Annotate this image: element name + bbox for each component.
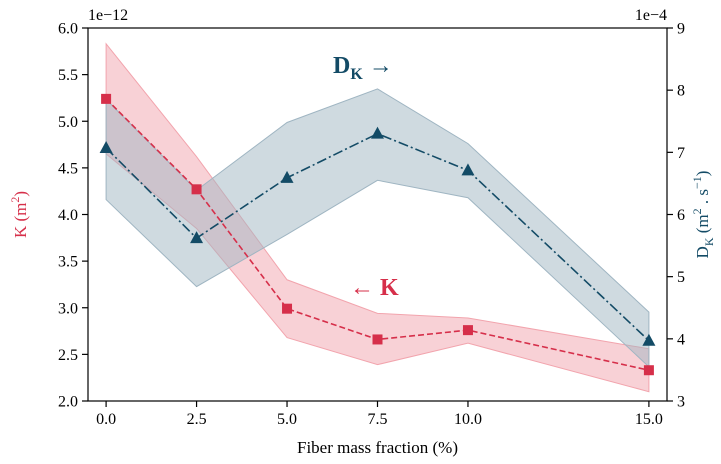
series-1-point-2 — [280, 170, 294, 183]
left-y-tick-label-4: 4.0 — [58, 207, 78, 224]
left-axis-offset-text: 1e−12 — [88, 7, 128, 24]
left-y-tick-label-2: 3.0 — [58, 300, 78, 317]
right-y-tick-label-5: 8 — [677, 83, 685, 100]
x-tick-label-0: 0.0 — [96, 411, 116, 428]
series-1-point-1 — [190, 231, 204, 244]
series-lines — [105, 98, 650, 372]
right-y-tick-label-1: 4 — [677, 331, 685, 348]
series-0-line — [105, 98, 650, 372]
left-y-axis: 2.0 2.5 3.0 3.5 4.0 4.5 5.0 5.5 6.0 — [58, 21, 88, 411]
series-0-point-4 — [462, 325, 473, 336]
left-axis-title: K (m2) — [8, 191, 30, 238]
series-1-point-0 — [99, 140, 113, 153]
left-y-tick-label-5: 4.5 — [58, 160, 78, 177]
x-axis: 0.0 2.5 5.0 7.5 10.0 15.0 — [96, 401, 663, 428]
series-1-line — [105, 132, 650, 342]
right-y-tick-label-6: 9 — [677, 21, 685, 38]
left-y-tick-label-0: 2.0 — [58, 394, 78, 411]
series-0-point-2 — [282, 303, 293, 314]
series-markers — [99, 93, 656, 376]
left-y-tick-label-7: 5.5 — [58, 67, 78, 84]
k-annotation: ← K — [350, 275, 399, 301]
series-0-point-5 — [643, 365, 654, 376]
confidence-bands — [105, 42, 650, 393]
left-y-tick-label-8: 6.0 — [58, 21, 78, 38]
left-y-tick-label-1: 2.5 — [58, 347, 78, 364]
right-axis-offset-text: 1e−4 — [635, 7, 667, 24]
series-0-point-3 — [372, 334, 383, 345]
left-y-tick-label-3: 3.5 — [58, 254, 78, 271]
x-tick-label-1: 2.5 — [187, 411, 207, 428]
right-y-tick-label-3: 6 — [677, 207, 685, 224]
x-tick-label-5: 15.0 — [635, 411, 663, 428]
x-tick-label-2: 5.0 — [277, 411, 297, 428]
series-0-point-0 — [101, 93, 112, 104]
series-1-point-3 — [371, 126, 384, 139]
x-tick-label-4: 10.0 — [454, 411, 482, 428]
right-axis-title: DK (m2 . s−1) — [690, 171, 716, 259]
right-y-axis: 3 4 5 6 7 8 9 — [667, 21, 685, 411]
right-y-tick-label-4: 7 — [677, 145, 685, 162]
series-0-point-1 — [191, 184, 202, 195]
right-y-tick-label-2: 5 — [677, 269, 685, 286]
right-y-tick-label-0: 3 — [677, 394, 685, 411]
series-1-point-5 — [642, 333, 656, 346]
dk-annotation: DK → — [333, 53, 393, 83]
series-1-point-4 — [461, 163, 475, 176]
x-axis-title: Fiber mass fraction (%) — [297, 438, 458, 457]
left-y-tick-label-6: 5.0 — [58, 114, 78, 131]
x-tick-label-3: 7.5 — [368, 411, 388, 428]
